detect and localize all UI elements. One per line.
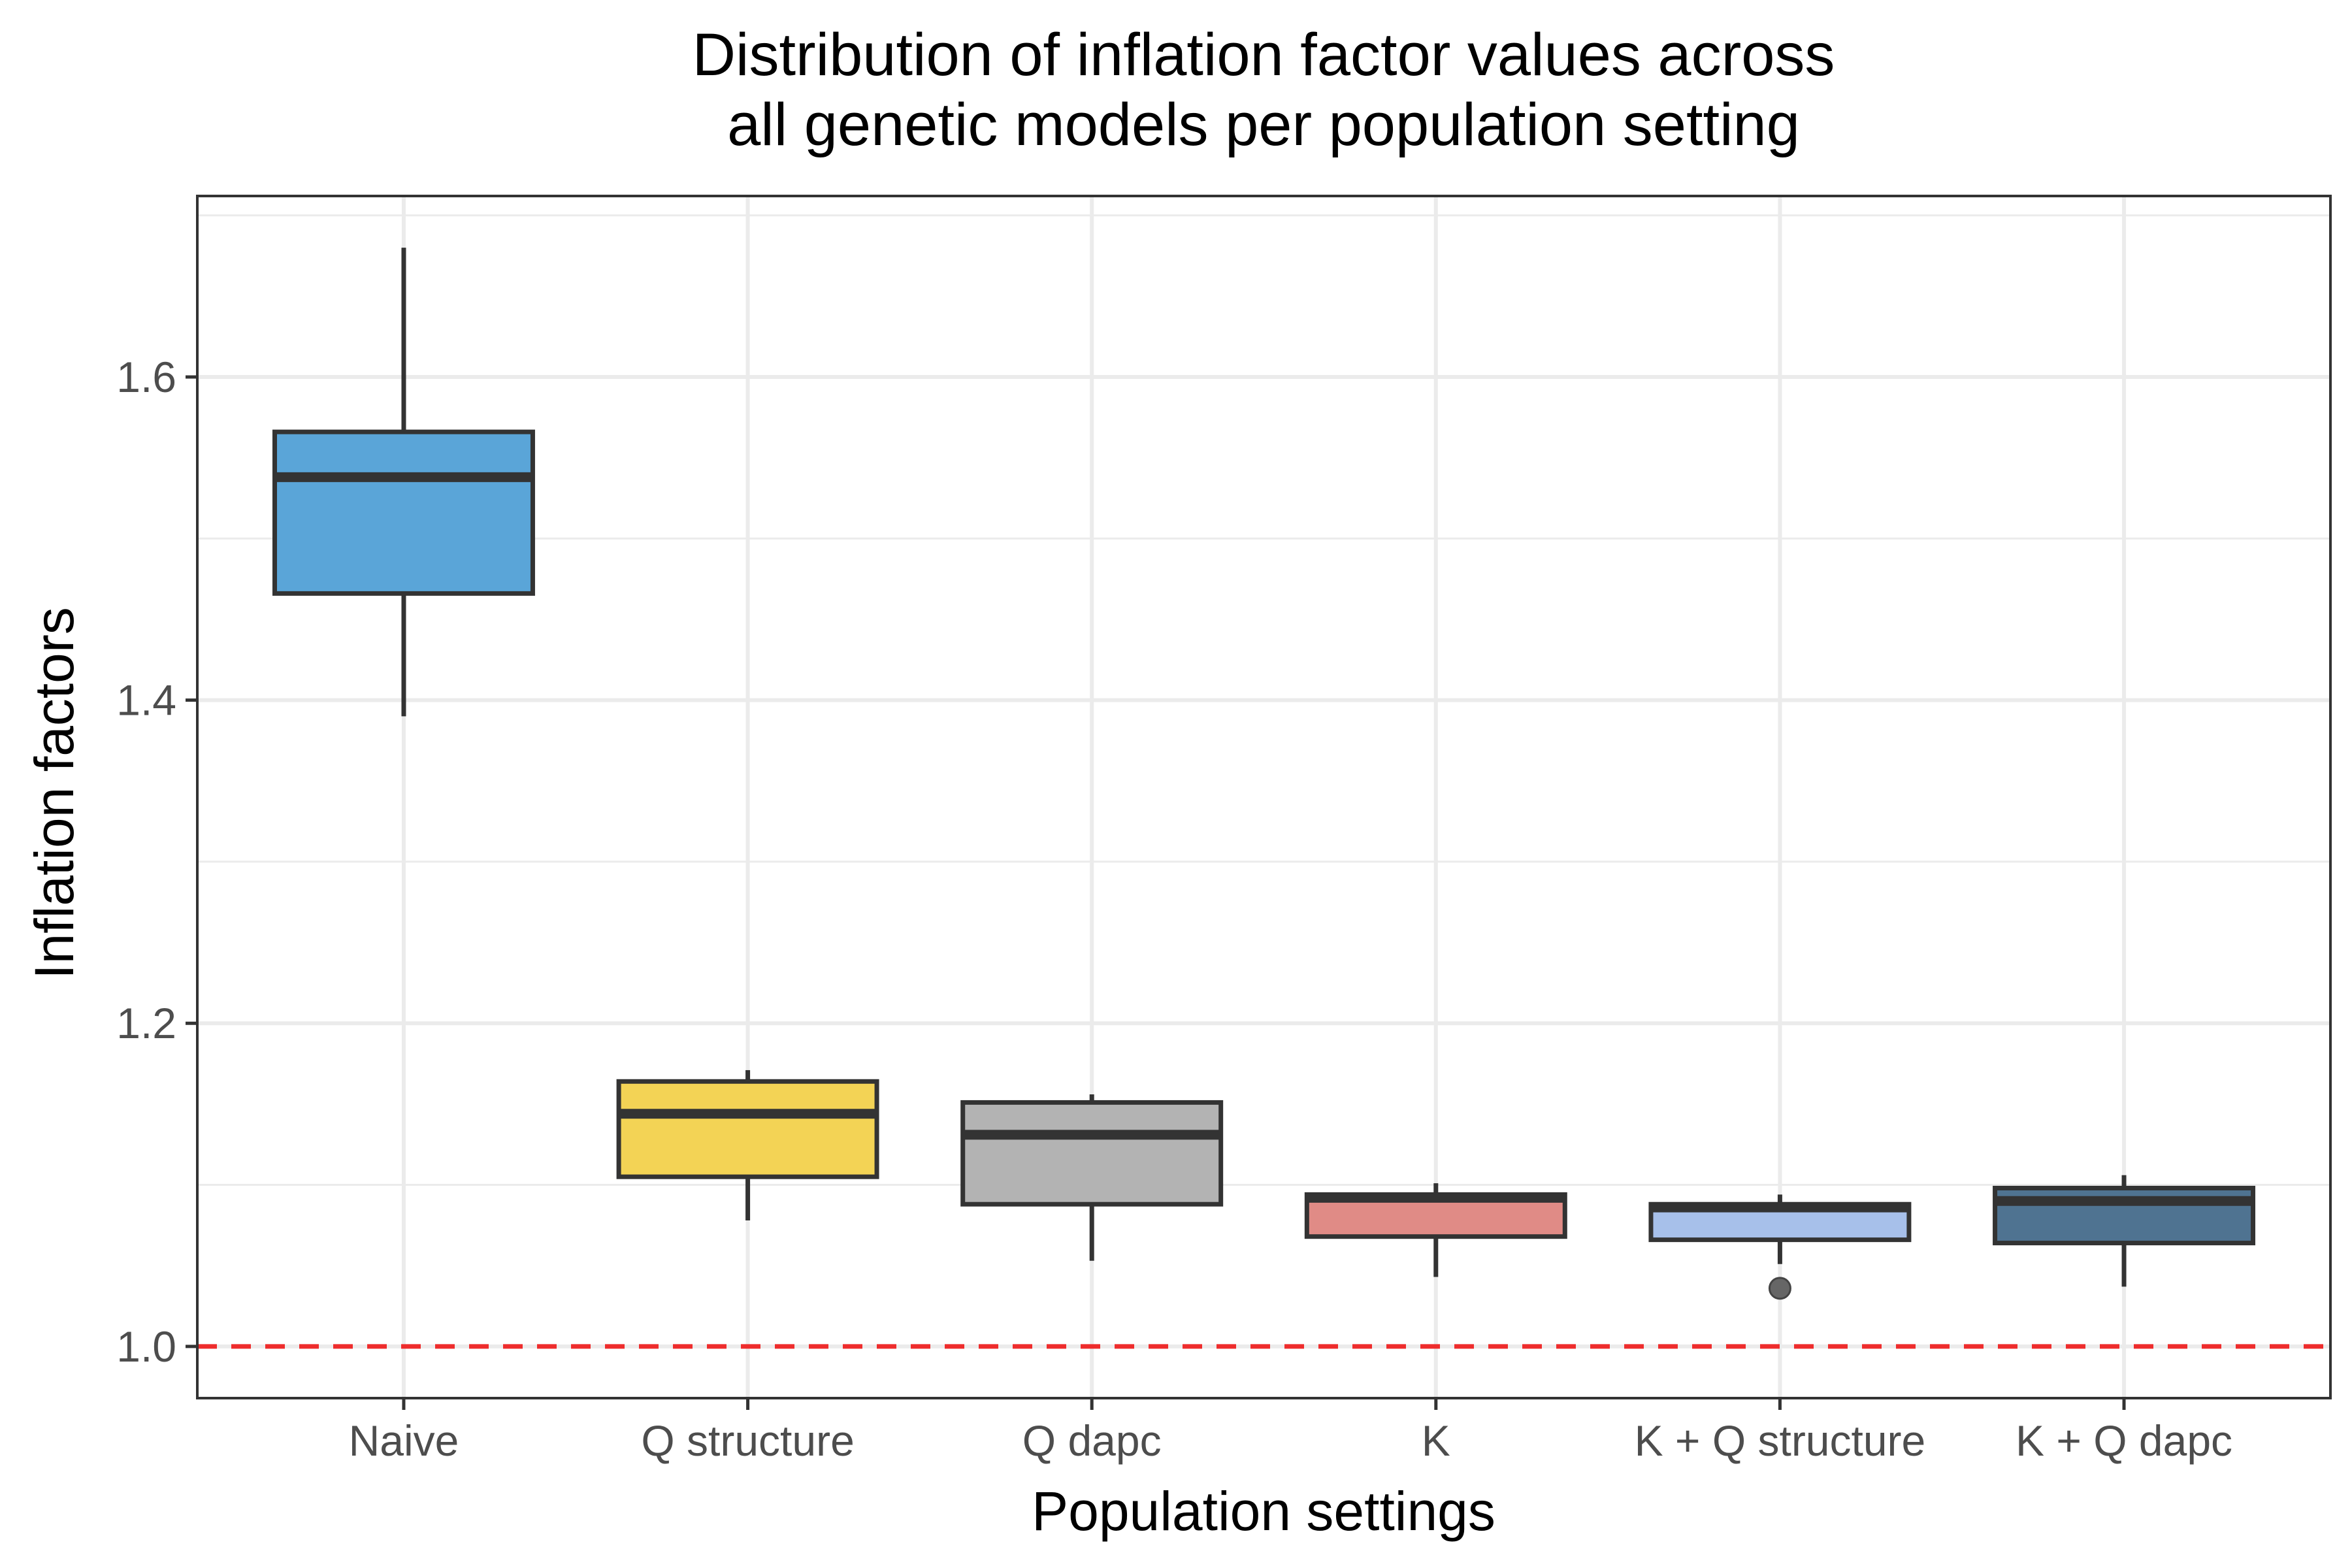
y-tick-label: 1.6 <box>116 353 176 401</box>
x-axis-ticks: Naive Q structure Q dapc K K + Q structure K … <box>349 1398 2232 1465</box>
x-axis-title: Population settings <box>1032 1480 1495 1542</box>
box-q-structure <box>616 1070 879 1220</box>
outlier-point <box>1768 1277 1791 1300</box>
box-body <box>272 429 535 596</box>
x-tick-label: Naive <box>349 1416 459 1465</box>
box-body <box>960 1100 1224 1207</box>
x-tick-label: K + Q structure <box>1635 1416 1926 1465</box>
box-k-q-structure <box>1648 1194 1912 1300</box>
box-body <box>616 1079 879 1179</box>
y-tick-label: 1.2 <box>116 999 176 1047</box>
x-tick-label: K + Q dapc <box>2016 1416 2232 1465</box>
boxes <box>272 248 2256 1300</box>
chart-title-line-2: all genetic models per population settin… <box>727 91 1800 158</box>
y-axis-ticks: 1.0 1.2 1.4 1.6 <box>116 353 197 1371</box>
box-k <box>1304 1183 1567 1277</box>
x-tick-label: Q structure <box>641 1416 854 1465</box>
chart-title-line-1: Distribution of inflation factor values … <box>693 22 1835 88</box>
chart-title: Distribution of inflation factor values … <box>693 22 1835 158</box>
x-tick-label: K <box>1422 1416 1450 1465</box>
panel-border <box>196 195 2332 1399</box>
box-naive <box>272 248 535 717</box>
box-q-dapc <box>960 1094 1224 1261</box>
box-k-q-dapc <box>1993 1175 2256 1287</box>
y-tick-label: 1.0 <box>116 1322 176 1371</box>
y-tick-label: 1.4 <box>116 676 176 725</box>
x-tick-label: Q dapc <box>1022 1416 1162 1465</box>
y-axis-title: Inflation factors <box>24 607 85 979</box>
